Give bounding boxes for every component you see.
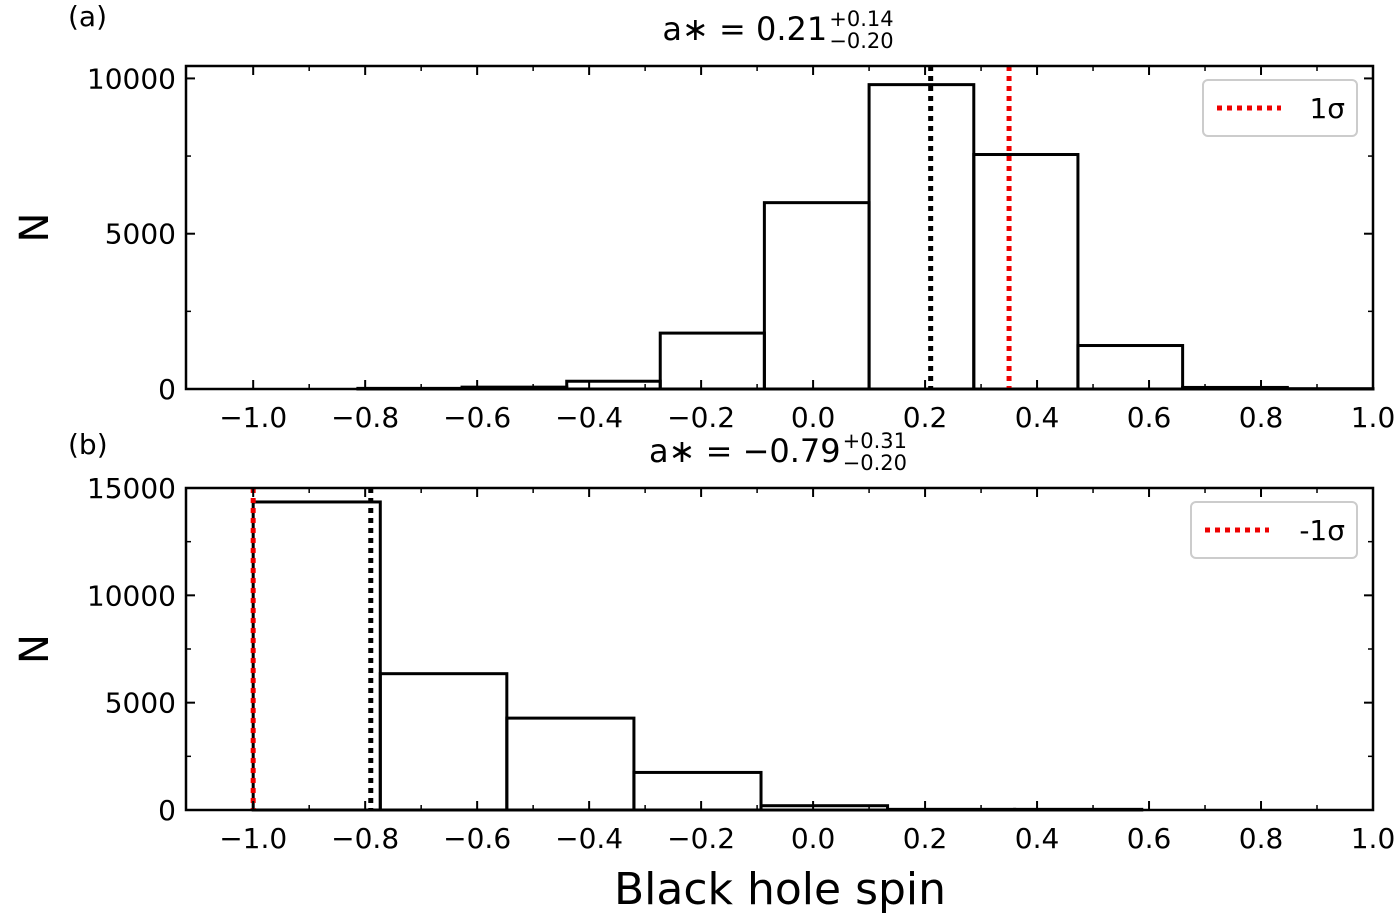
- histogram-bar: [762, 201, 871, 391]
- y-tick-label: 10000: [87, 579, 176, 612]
- histogram-bar: [1076, 344, 1185, 391]
- y-axis-label: N: [12, 634, 58, 664]
- x-tick-label: −0.6: [443, 401, 511, 434]
- y-tick-label: 15000: [87, 472, 176, 505]
- x-tick-label: 0.2: [903, 401, 948, 434]
- histogram-bar: [972, 153, 1080, 391]
- legend: -1σ: [1190, 501, 1358, 559]
- x-tick-label: 0.0: [791, 401, 836, 434]
- title-value: a∗ = −0.79: [649, 432, 841, 470]
- x-tick-label: 1.0: [1351, 822, 1396, 855]
- x-tick-label: −0.6: [443, 822, 511, 855]
- panel-label: (b): [68, 428, 108, 461]
- title-upper-error: +0.14: [829, 7, 893, 31]
- panel-a: −1.0 −0.8 −0.6 −0.4 −0.2 0.0 0.2 0.4 0.6 0.8 1.0 0 5…: [12, 0, 1395, 434]
- x-tick-label: −0.2: [667, 822, 735, 855]
- y-tick-label: 0: [158, 373, 176, 406]
- x-tick-label: −1.0: [219, 401, 287, 434]
- x-axis-label: Black hole spin: [614, 864, 946, 915]
- y-tick-label: 5000: [105, 687, 176, 720]
- histogram-bar: [505, 716, 636, 812]
- y-tick-label: 10000: [87, 62, 176, 95]
- x-tick-label: 0.6: [1127, 822, 1172, 855]
- x-tick-label: −0.4: [555, 401, 623, 434]
- axes-frame: [184, 64, 1375, 391]
- chart-title: a∗ = −0.79 +0.31−0.20: [649, 429, 907, 475]
- x-tick-label: 0.8: [1239, 401, 1284, 434]
- chart-title: a∗ = 0.21 +0.14−0.20: [662, 7, 893, 53]
- x-tick-label: −0.8: [331, 401, 399, 434]
- legend: 1σ: [1202, 79, 1358, 137]
- title-upper-error: +0.31: [843, 429, 907, 453]
- histogram-bar: [658, 331, 766, 391]
- x-tick-label: −1.0: [219, 822, 287, 855]
- histogram-bar: [378, 672, 509, 812]
- title-lower-error: −0.20: [843, 451, 907, 475]
- x-tick-label: −0.4: [555, 822, 623, 855]
- y-axis-label: N: [12, 213, 58, 243]
- y-tick-label: 5000: [105, 218, 176, 251]
- panel-label: (a): [68, 0, 107, 33]
- legend-box: [1190, 501, 1358, 559]
- x-tick-label: −0.2: [667, 401, 735, 434]
- title-lower-error: −0.20: [829, 29, 893, 53]
- x-tick-label: 0.6: [1127, 401, 1172, 434]
- panel-b: −1.0 −0.8 −0.6 −0.4 −0.2 0.0 0.2 0.4 0.6 0.8 1.0 0 5…: [12, 428, 1395, 855]
- x-tick-label: −0.8: [331, 822, 399, 855]
- histogram-bar: [251, 500, 382, 812]
- x-tick-label: 0.4: [1015, 401, 1060, 434]
- x-tick-label: 1.0: [1351, 401, 1396, 434]
- histogram-bar: [867, 83, 976, 391]
- x-tick-label: 0.0: [791, 822, 836, 855]
- legend-label: 1σ: [1309, 92, 1345, 125]
- histogram-bar: [632, 770, 763, 812]
- legend-label: -1σ: [1299, 514, 1345, 547]
- x-tick-label: 0.2: [903, 822, 948, 855]
- x-tick-label: 0.8: [1239, 822, 1284, 855]
- title-value: a∗ = 0.21: [662, 10, 827, 48]
- x-tick-label: 0.4: [1015, 822, 1060, 855]
- y-tick-label: 0: [158, 794, 176, 827]
